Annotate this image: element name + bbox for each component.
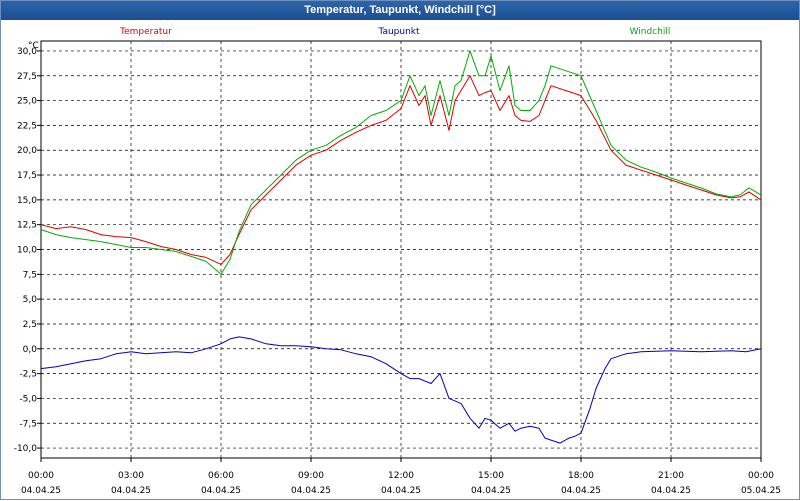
- x-tick-date: 04.04.25: [291, 486, 331, 496]
- x-tick-date: 04.04.25: [561, 486, 601, 496]
- x-tick-time: 03:00: [118, 471, 144, 481]
- y-tick-label: 7,5: [23, 270, 37, 280]
- y-tick-label: 0,0: [23, 345, 38, 355]
- x-tick-date: 04.04.25: [471, 486, 511, 496]
- x-tick-date: 04.04.25: [21, 486, 61, 496]
- x-tick-date: 04.04.25: [651, 486, 691, 496]
- x-tick-time: 00:00: [28, 471, 54, 481]
- y-tick-label: 27,5: [17, 72, 37, 82]
- series-line-temperatur: [40, 75, 762, 265]
- y-tick-label: 17,5: [17, 171, 37, 181]
- y-tick-label: 5,0: [23, 295, 38, 305]
- y-tick-label: 15,0: [17, 196, 37, 206]
- legend-windchill: Windchill: [630, 27, 671, 37]
- y-tick-label: -10,0: [14, 444, 38, 454]
- x-tick-time: 15:00: [478, 471, 504, 481]
- x-tick-date: 05.04.25: [741, 486, 781, 496]
- y-tick-label: -7,5: [19, 419, 37, 429]
- y-tick-label: -5,0: [19, 394, 37, 404]
- x-tick-time: 18:00: [568, 471, 594, 481]
- y-tick-label: 30,0: [17, 47, 37, 57]
- legend-temperatur: Temperatur: [119, 27, 172, 37]
- y-tick-label: 2,5: [23, 320, 37, 330]
- x-tick-date: 04.04.25: [111, 486, 151, 496]
- x-tick-time: 09:00: [298, 471, 324, 481]
- x-tick-date: 04.04.25: [201, 486, 241, 496]
- y-tick-label: 12,5: [17, 221, 37, 231]
- y-tick-label: 20,0: [17, 146, 37, 156]
- y-tick-label: -2,5: [19, 370, 37, 380]
- series-line-taupunkt: [40, 336, 762, 444]
- x-tick-time: 00:00: [748, 471, 774, 481]
- y-axis-unit: °C: [28, 41, 39, 51]
- x-tick-time: 12:00: [388, 471, 414, 481]
- series-line-windchill: [40, 50, 762, 275]
- legend-taupunkt: Taupunkt: [377, 27, 420, 37]
- x-tick-date: 04.04.25: [381, 486, 421, 496]
- y-tick-label: 25,0: [17, 97, 37, 107]
- y-tick-label: 22,5: [17, 121, 37, 131]
- x-tick-time: 21:00: [658, 471, 684, 481]
- y-tick-label: 10,0: [17, 246, 37, 256]
- window-title: Temperatur, Taupunkt, Windchill [°C]: [1, 1, 799, 20]
- x-tick-time: 06:00: [208, 471, 234, 481]
